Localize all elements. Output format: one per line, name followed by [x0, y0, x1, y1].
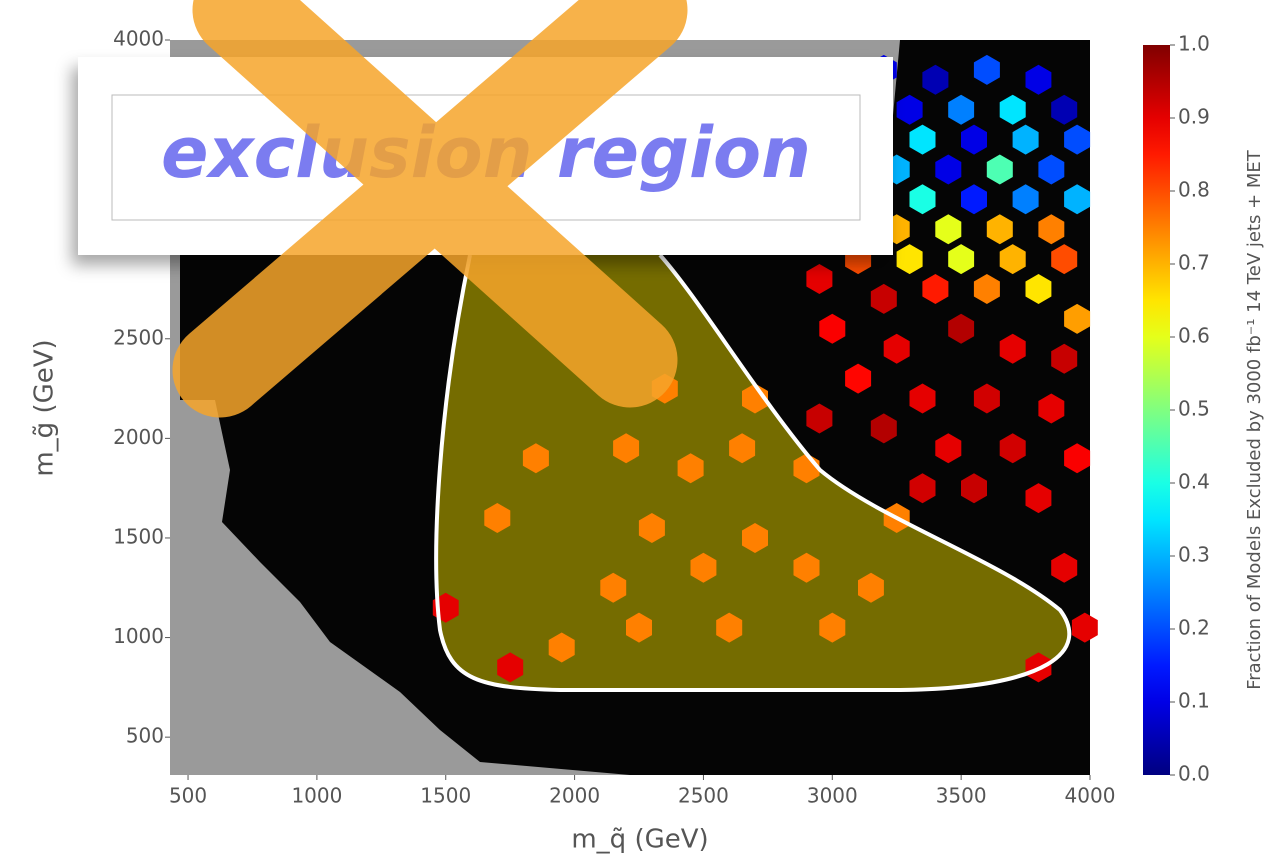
y-tick-label: 1500 [113, 524, 164, 548]
y-tick-label: 2000 [113, 425, 164, 449]
y-tick-label: 4000 [113, 27, 164, 51]
y-tick-label: 500 [126, 724, 164, 748]
x-tick-label: 2000 [549, 784, 600, 808]
y-axis-label: m_g̃ (GeV) [30, 339, 60, 476]
x-tick-label: 500 [169, 784, 207, 808]
colorbar-tick-label: 0.4 [1178, 470, 1210, 494]
colorbar-tick-label: 0.5 [1178, 397, 1210, 421]
x-tick-label: 1000 [291, 784, 342, 808]
x-tick-label: 3000 [807, 784, 858, 808]
x-tick-label: 3500 [936, 784, 987, 808]
chart: m_q̃ (GeV) m_g̃ (GeV) Fraction of Models… [0, 0, 1282, 864]
colorbar-tick-label: 1.0 [1178, 32, 1210, 56]
x-tick-label: 1500 [420, 784, 471, 808]
colorbar-tick-label: 0.7 [1178, 251, 1210, 275]
x-axis-label: m_q̃ (GeV) [571, 825, 708, 855]
colorbar [1143, 45, 1170, 775]
colorbar-tick-label: 0.9 [1178, 105, 1210, 129]
colorbar-tick-label: 0.1 [1178, 689, 1210, 713]
y-tick-label: 1000 [113, 624, 164, 648]
x-tick-label: 2500 [678, 784, 729, 808]
y-tick-label: 2500 [113, 325, 164, 349]
colorbar-tick-label: 0.6 [1178, 324, 1210, 348]
colorbar-tick-label: 0.3 [1178, 543, 1210, 567]
x-tick-label: 4000 [1065, 784, 1116, 808]
colorbar-label: Fraction of Models Excluded by 3000 fb⁻¹… [1244, 149, 1265, 690]
colorbar-tick-label: 0.0 [1178, 762, 1210, 786]
colorbar-tick-label: 0.8 [1178, 178, 1210, 202]
page: {"chart_data": {"type": "hexbin", "annot… [0, 0, 1282, 864]
colorbar-tick-label: 0.2 [1178, 616, 1210, 640]
